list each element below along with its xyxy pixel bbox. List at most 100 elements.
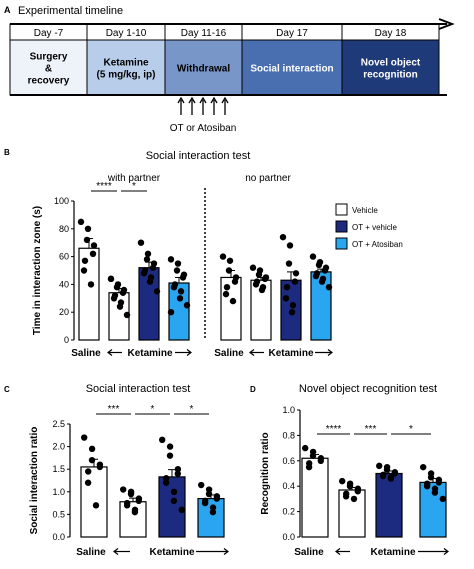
data-point: [279, 233, 287, 241]
data-point: [420, 463, 427, 471]
data-point: [77, 218, 85, 226]
timeline-stage-line: &: [45, 64, 52, 75]
y-tick-label: 1.0: [282, 405, 295, 415]
data-point: [119, 289, 127, 296]
y-tick-label: 20: [59, 307, 69, 317]
data-point: [198, 481, 205, 489]
data-point: [387, 475, 395, 482]
x-label-saline: Saline: [76, 547, 106, 558]
y-tick-label: 80: [59, 224, 69, 234]
data-point: [92, 502, 100, 509]
data-point: [339, 477, 346, 485]
data-point: [84, 479, 92, 486]
data-point: [209, 508, 217, 516]
ketamine-arrow-right-head: [186, 349, 192, 356]
y-tick-label: 0.2: [282, 507, 295, 517]
data-point: [153, 288, 161, 295]
data-point: [87, 281, 95, 288]
data-point: [174, 470, 181, 477]
legend-swatch: [335, 203, 348, 216]
y-tick-label: 0: [64, 335, 69, 345]
data-point: [222, 290, 230, 298]
data-point: [225, 267, 233, 274]
timeline-stage-label: Withdrawal: [177, 64, 230, 75]
data-point: [342, 493, 350, 500]
data-point: [137, 239, 145, 246]
data-point: [113, 283, 121, 291]
y-tick-label: 60: [59, 252, 69, 262]
injection-label: OT or Atosiban: [170, 123, 237, 134]
data-point: [383, 466, 391, 473]
panel-c-title: Social interaction test: [86, 383, 191, 395]
injection-arrow-head: [188, 96, 196, 104]
ketamine-arrow-right-head: [327, 349, 333, 356]
data-point: [226, 257, 234, 264]
timeline-stage-line: Ketamine: [103, 58, 148, 69]
timeline-stage-label: Surgery & recovery: [28, 52, 70, 87]
data-point: [321, 267, 329, 274]
data-point: [423, 483, 431, 490]
data-point: [350, 495, 358, 503]
significance-label: ****: [326, 424, 342, 435]
panel-b-letter: B: [4, 148, 10, 157]
data-point: [219, 253, 227, 260]
data-point: [174, 466, 182, 473]
data-point: [231, 278, 239, 285]
y-tick-label: 0.0: [282, 532, 295, 542]
data-point: [177, 288, 185, 295]
x-label-ketamine: Ketamine: [370, 547, 415, 558]
data-point: [81, 257, 89, 264]
legend-label: Vehicle: [352, 206, 378, 215]
data-point: [80, 267, 88, 274]
chart-c: 0.0 0.5 1.0 1.5 2.0 2.5 Social interaction rat…: [29, 404, 229, 558]
data-point: [174, 260, 182, 267]
y-tick-label: 2.5: [52, 419, 65, 429]
legend-swatch: [335, 237, 348, 250]
data-point: [166, 452, 174, 459]
data-point: [302, 444, 309, 452]
data-point: [439, 495, 446, 503]
legend-label: OT + Atosiban: [352, 240, 403, 249]
data-point: [379, 472, 387, 480]
ketamine-arrow-left-head: [335, 548, 341, 555]
data-point: [201, 499, 209, 507]
data-point: [305, 463, 313, 471]
legend: Vehicle OT + vehicle OT + Atosiban: [335, 203, 403, 250]
bar: [301, 457, 329, 538]
y-tick-label: 40: [59, 279, 69, 289]
bar: [119, 501, 147, 538]
data-point: [127, 490, 135, 498]
data-point: [170, 283, 178, 291]
significance-label: ***: [108, 404, 120, 415]
data-point: [318, 278, 326, 285]
x-label-saline: Saline: [71, 348, 101, 359]
data-point: [89, 250, 97, 258]
y-tick-label: 0.4: [282, 481, 295, 491]
ketamine-arrow-left-head: [107, 349, 113, 356]
data-point: [346, 483, 354, 490]
y-tick-label: 2.0: [52, 442, 65, 452]
panel-d-title: Novel object recognition test: [299, 383, 437, 395]
significance-label: *: [132, 181, 136, 192]
data-point: [123, 502, 131, 509]
panel-b-title: Social interaction test: [146, 150, 251, 162]
data-point: [435, 479, 442, 486]
panel-d-letter: D: [250, 385, 256, 394]
data-point: [176, 295, 184, 302]
data-point: [283, 283, 291, 291]
ketamine-arrow-left-head: [249, 349, 255, 356]
data-point: [107, 275, 115, 283]
x-label-ketamine: Ketamine: [268, 348, 313, 359]
data-point: [144, 250, 152, 258]
data-point: [288, 309, 296, 316]
timeline-stage-label: Novel object recognition: [361, 58, 421, 81]
injection-arrow-head: [177, 96, 185, 104]
injection-arrow-head: [221, 96, 229, 104]
timeline-stage-line: (5 mg/kg, ip): [97, 70, 156, 81]
data-point: [81, 434, 88, 441]
data-point: [223, 283, 231, 291]
y-tick-label: 0.6: [282, 456, 295, 466]
data-point: [376, 462, 383, 470]
